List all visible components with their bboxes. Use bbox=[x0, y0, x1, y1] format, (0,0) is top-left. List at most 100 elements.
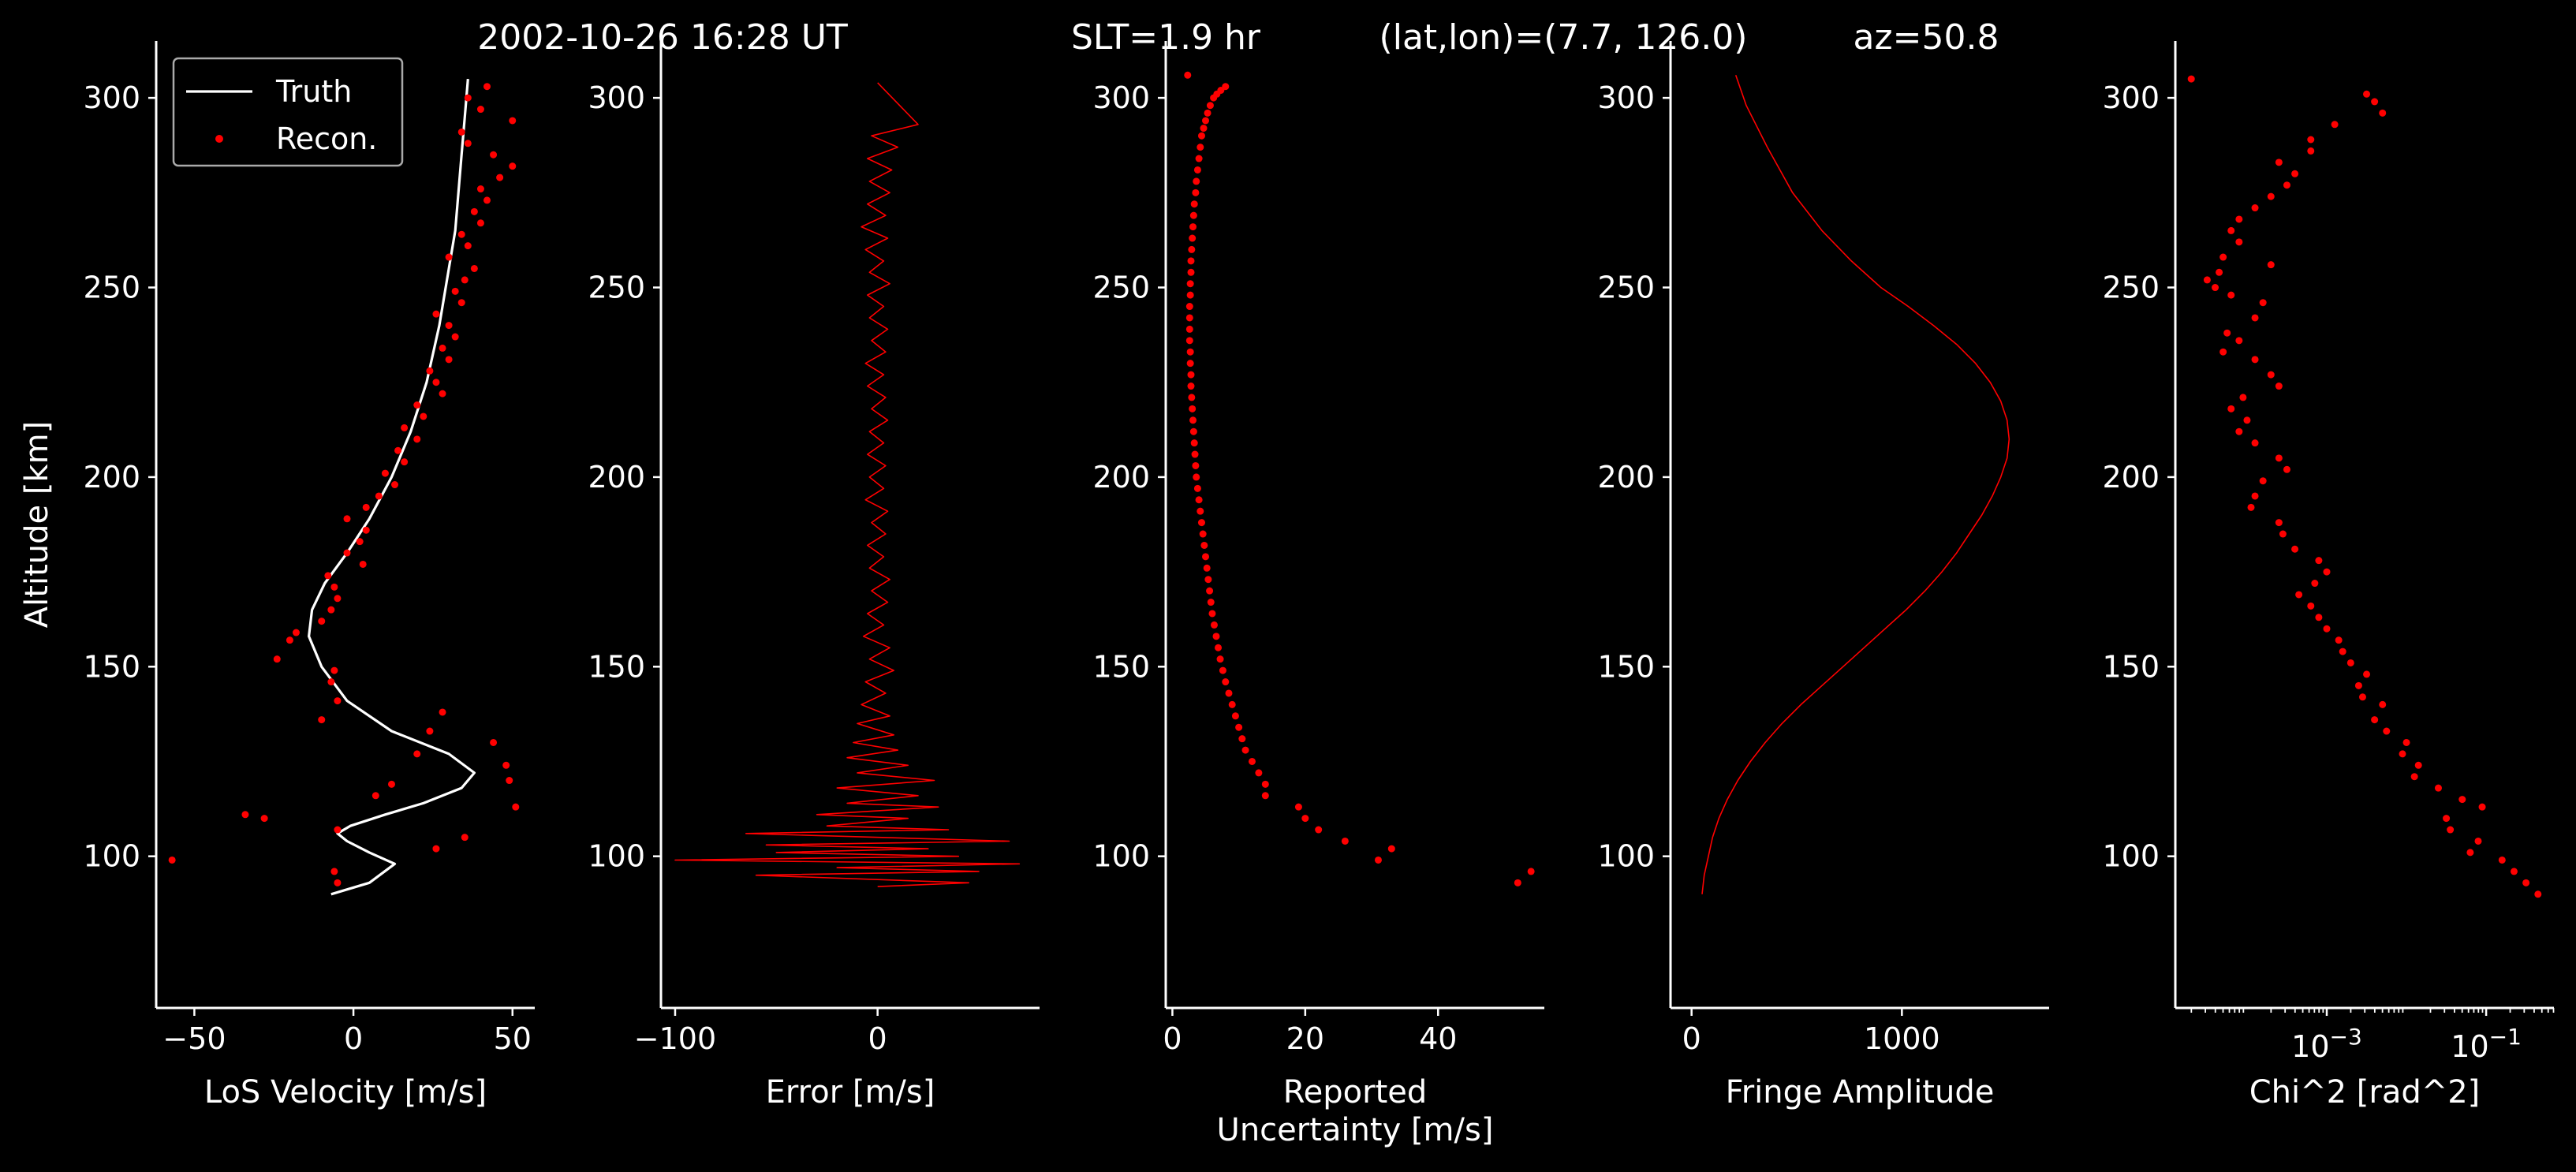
data-point bbox=[1189, 405, 1197, 412]
legend-recon-swatch bbox=[215, 135, 223, 143]
data-point bbox=[1202, 117, 1210, 125]
data-point bbox=[391, 481, 399, 489]
data-point bbox=[1186, 348, 1194, 356]
data-point bbox=[2354, 681, 2362, 689]
data-point bbox=[359, 560, 367, 568]
data-point bbox=[1193, 166, 1201, 174]
legend-recon-label: Recon. bbox=[276, 121, 377, 156]
data-point bbox=[1197, 519, 1205, 527]
data-point bbox=[2474, 837, 2482, 845]
data-point bbox=[413, 435, 421, 443]
data-point bbox=[439, 390, 446, 398]
data-point bbox=[483, 196, 491, 204]
data-point bbox=[509, 117, 517, 125]
data-point bbox=[490, 151, 498, 159]
data-point bbox=[1204, 109, 1211, 117]
data-point bbox=[334, 826, 342, 834]
y-tick-label: 250 bbox=[588, 271, 645, 305]
data-point bbox=[2227, 226, 2235, 234]
data-point bbox=[318, 716, 326, 724]
data-point bbox=[2275, 454, 2283, 462]
x-tick-label: 0 bbox=[344, 1021, 363, 1056]
data-point bbox=[1341, 837, 1349, 845]
x-axis-label: Reported bbox=[1283, 1074, 1428, 1110]
data-point bbox=[420, 412, 427, 420]
data-point bbox=[2247, 503, 2255, 511]
legend-box bbox=[172, 57, 404, 167]
data-point bbox=[1206, 102, 1214, 110]
data-point bbox=[445, 322, 453, 330]
data-point bbox=[451, 287, 459, 295]
data-point bbox=[2223, 329, 2231, 337]
data-point bbox=[2346, 659, 2354, 666]
data-point bbox=[2323, 625, 2331, 633]
data-point bbox=[2259, 477, 2267, 485]
y-tick-label: 300 bbox=[2102, 80, 2160, 115]
data-point bbox=[1294, 803, 1302, 811]
data-point bbox=[2383, 727, 2391, 735]
data-point bbox=[1190, 439, 1198, 447]
data-point bbox=[2251, 204, 2259, 212]
data-point bbox=[461, 276, 469, 284]
title-latlon: (lat,lon)=(7.7, 126.0) bbox=[1379, 17, 1748, 58]
data-point bbox=[1184, 71, 1192, 79]
x-tick-label: 50 bbox=[494, 1021, 532, 1056]
y-tick-label: 300 bbox=[83, 80, 140, 115]
data-point bbox=[1189, 234, 1197, 242]
data-point bbox=[1203, 564, 1211, 572]
panel-2: 100 150 200 250 300 −100 0 Error [m/s] bbox=[588, 41, 1040, 1110]
data-point bbox=[1315, 826, 1323, 834]
data-point bbox=[1192, 461, 1200, 469]
data-point bbox=[1193, 473, 1200, 481]
data-point bbox=[2243, 416, 2251, 424]
data-point bbox=[2379, 109, 2387, 117]
data-point bbox=[2216, 268, 2223, 276]
data-point bbox=[2219, 253, 2227, 261]
data-point bbox=[330, 583, 338, 591]
data-point bbox=[1185, 314, 1193, 322]
data-point bbox=[476, 106, 484, 114]
y-tick-label: 200 bbox=[1092, 460, 1150, 495]
data-point bbox=[1200, 125, 1208, 133]
data-point bbox=[413, 401, 421, 409]
y-tick-label: 300 bbox=[588, 80, 645, 115]
y-tick-label: 200 bbox=[2102, 460, 2160, 495]
data-point bbox=[470, 207, 478, 215]
data-point bbox=[2363, 90, 2371, 98]
data-point bbox=[394, 446, 402, 454]
data-point bbox=[286, 636, 293, 644]
data-point bbox=[2251, 439, 2259, 447]
data-point bbox=[1222, 678, 1230, 686]
data-point bbox=[1195, 496, 1203, 504]
data-point bbox=[2291, 170, 2299, 177]
data-point bbox=[2291, 545, 2299, 553]
x-tick-label: 0 bbox=[1682, 1021, 1701, 1056]
data-point bbox=[451, 333, 459, 341]
data-point bbox=[2379, 700, 2387, 708]
data-point bbox=[1238, 735, 1246, 743]
data-point bbox=[1190, 200, 1198, 208]
y-tick-label: 250 bbox=[1597, 271, 1655, 305]
data-point bbox=[461, 834, 469, 842]
data-point bbox=[330, 666, 338, 674]
data-point bbox=[371, 792, 379, 800]
data-point bbox=[470, 264, 478, 272]
data-point bbox=[2227, 405, 2235, 412]
data-point bbox=[1191, 450, 1199, 458]
y-tick-label: 250 bbox=[1092, 271, 1150, 305]
data-point bbox=[1187, 257, 1195, 265]
data-point bbox=[1374, 856, 1382, 864]
data-point bbox=[2275, 159, 2283, 166]
x-tick-label: 0 bbox=[1163, 1021, 1182, 1056]
truth-line bbox=[308, 78, 476, 896]
data-point bbox=[2478, 803, 2486, 811]
data-point bbox=[375, 492, 383, 500]
data-point bbox=[2295, 591, 2303, 599]
data-point bbox=[1189, 427, 1197, 435]
data-point bbox=[2235, 238, 2243, 246]
data-point bbox=[2275, 383, 2283, 390]
data-point bbox=[1222, 83, 1230, 91]
